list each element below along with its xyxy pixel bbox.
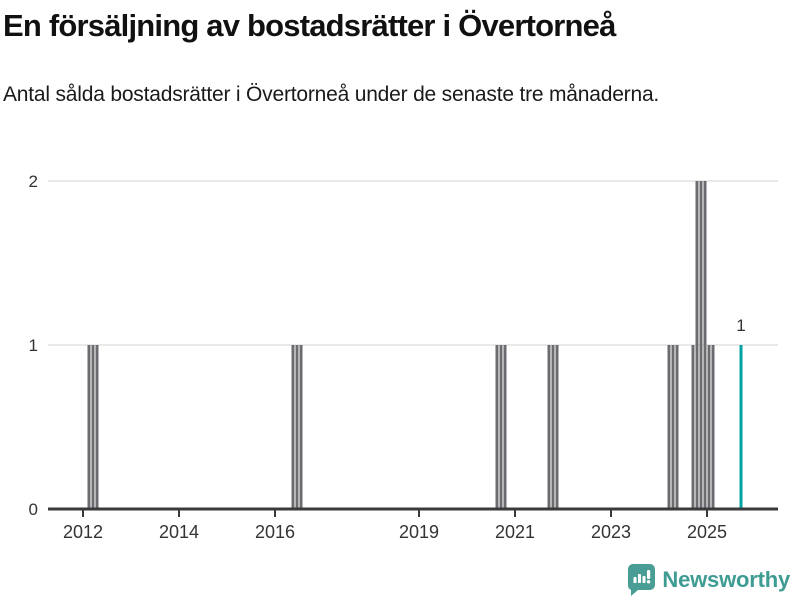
bar bbox=[291, 345, 295, 509]
x-tick-label-2023: 2023 bbox=[591, 522, 631, 542]
newsworthy-logo-icon bbox=[628, 564, 656, 596]
bar bbox=[551, 345, 555, 509]
bar bbox=[699, 181, 703, 509]
x-tick-label-2025: 2025 bbox=[687, 522, 727, 542]
bar bbox=[499, 345, 503, 509]
bar bbox=[703, 181, 707, 509]
x-tick-label-2014: 2014 bbox=[159, 522, 199, 542]
bar bbox=[555, 345, 559, 509]
bar bbox=[667, 345, 671, 509]
bar bbox=[95, 345, 99, 509]
y-tick-label-0: 0 bbox=[29, 500, 38, 519]
bar bbox=[495, 345, 499, 509]
y-tick-label-2: 2 bbox=[29, 172, 38, 191]
gridlines bbox=[48, 180, 778, 346]
bar bbox=[707, 345, 711, 509]
brand-name: Newsworthy bbox=[662, 567, 790, 592]
bar bbox=[691, 345, 695, 509]
newsworthy-logo: Newsworthy bbox=[628, 564, 790, 596]
highlight-bar-value-label: 1 bbox=[736, 316, 745, 335]
x-tick-label-2019: 2019 bbox=[399, 522, 439, 542]
page-title: En försäljning av bostadsrätter i Överto… bbox=[3, 8, 616, 43]
y-tick-label-1: 1 bbox=[29, 336, 38, 355]
bar bbox=[299, 345, 303, 509]
bar bbox=[547, 345, 551, 509]
bar bbox=[695, 181, 699, 509]
highlight-bar bbox=[739, 345, 743, 509]
bar bbox=[711, 345, 715, 509]
axis-labels: 0 1 2 2012 2014 2016 2019 2021 2023 2025 1 bbox=[29, 172, 746, 542]
bar bbox=[503, 345, 507, 509]
x-tick-label-2021: 2021 bbox=[495, 522, 535, 542]
bar bbox=[87, 345, 91, 509]
x-tick-label-2016: 2016 bbox=[255, 522, 295, 542]
sales-bar-chart: 0 1 2 2012 2014 2016 2019 2021 2023 2025 1 bbox=[29, 172, 778, 542]
x-tick-label-2012: 2012 bbox=[63, 522, 103, 542]
bar bbox=[675, 345, 679, 509]
bar bbox=[91, 345, 95, 509]
page-subtitle: Antal sålda bostadsrätter i Övertorneå u… bbox=[3, 83, 660, 106]
bars bbox=[87, 181, 743, 509]
bar bbox=[671, 345, 675, 509]
bar bbox=[295, 345, 299, 509]
axes bbox=[48, 507, 778, 517]
